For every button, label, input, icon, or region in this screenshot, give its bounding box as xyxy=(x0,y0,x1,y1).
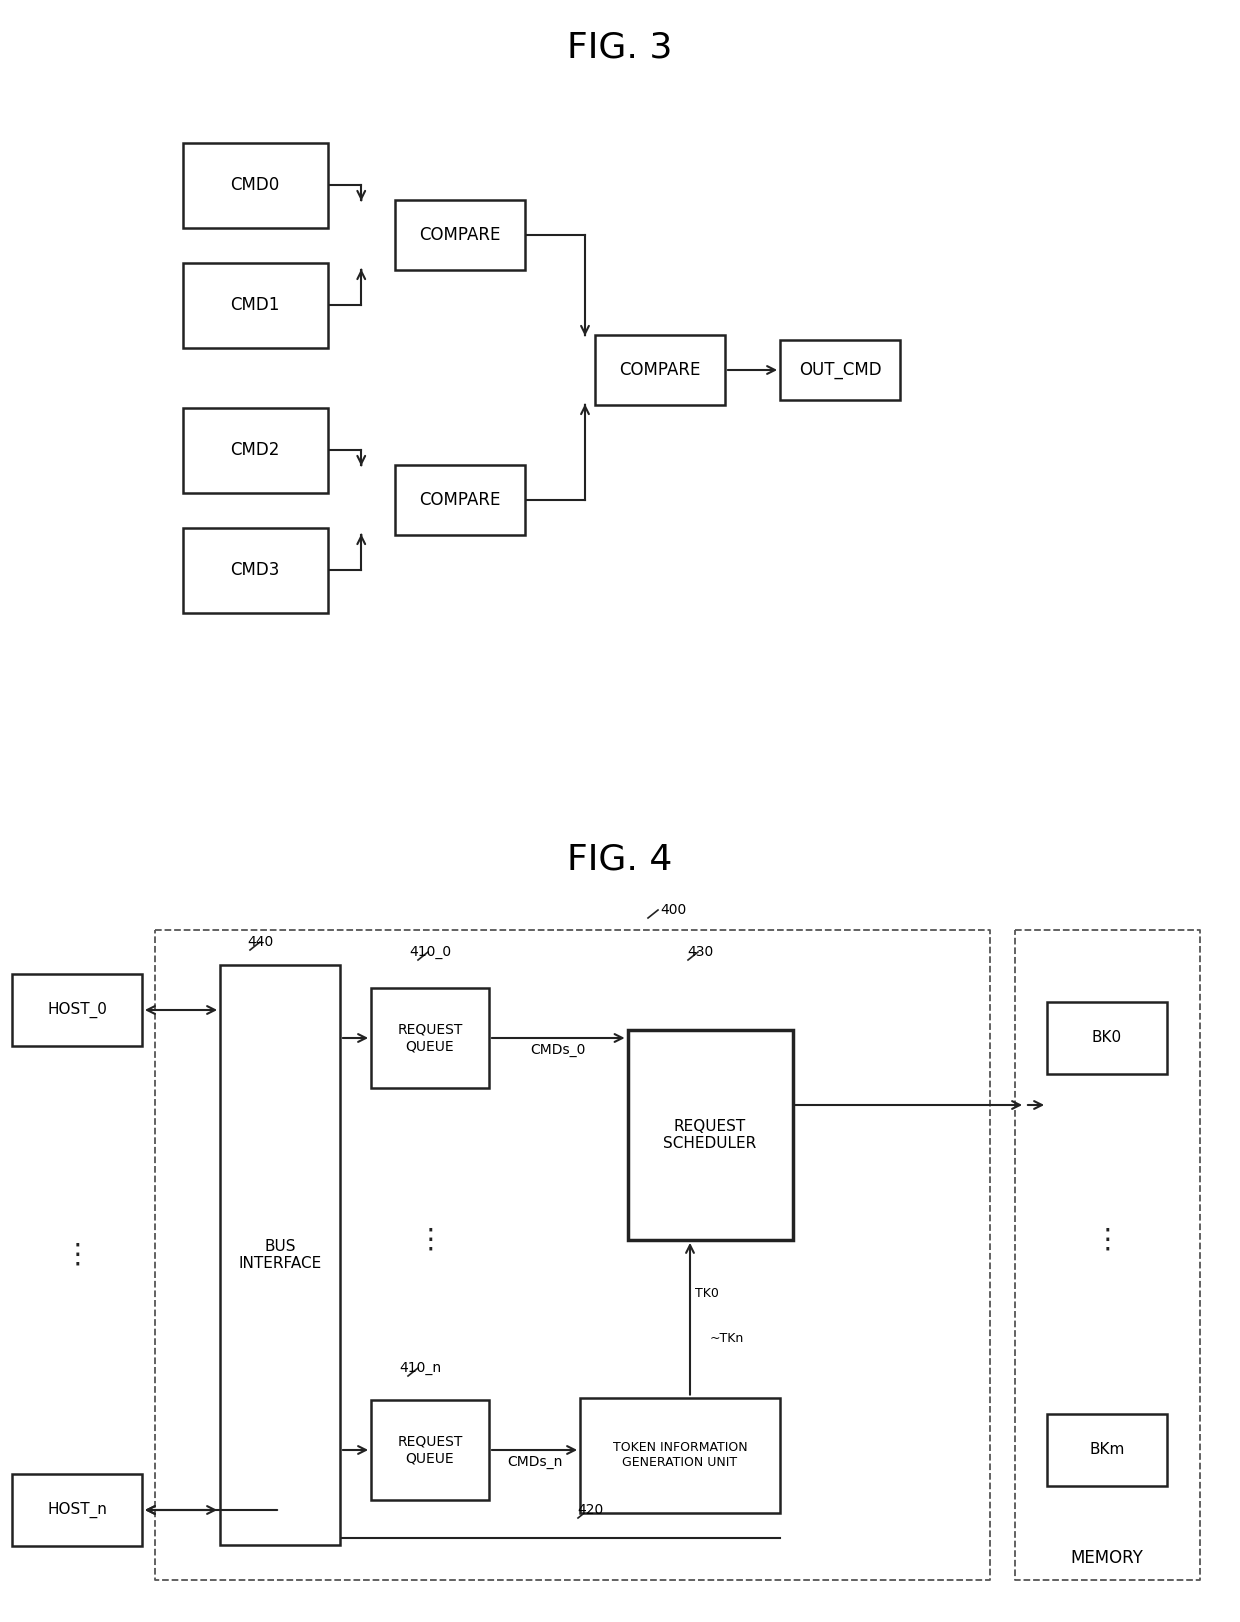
Text: BUS
INTERFACE: BUS INTERFACE xyxy=(238,1239,321,1272)
FancyBboxPatch shape xyxy=(580,1398,780,1512)
Text: CMD2: CMD2 xyxy=(231,441,280,459)
FancyBboxPatch shape xyxy=(219,965,340,1546)
Text: MEMORY: MEMORY xyxy=(1070,1549,1143,1567)
Text: CMD3: CMD3 xyxy=(231,561,280,579)
Text: REQUEST
SCHEDULER: REQUEST SCHEDULER xyxy=(663,1119,756,1152)
Text: COMPARE: COMPARE xyxy=(619,362,701,380)
Text: 400: 400 xyxy=(660,903,686,916)
Text: BK0: BK0 xyxy=(1092,1030,1122,1046)
FancyBboxPatch shape xyxy=(371,1400,489,1500)
Text: COMPARE: COMPARE xyxy=(419,491,501,509)
FancyBboxPatch shape xyxy=(627,1030,792,1239)
FancyBboxPatch shape xyxy=(1047,1414,1167,1486)
Text: 410_n: 410_n xyxy=(399,1361,441,1375)
FancyBboxPatch shape xyxy=(396,200,525,269)
Text: TOKEN INFORMATION
GENERATION UNIT: TOKEN INFORMATION GENERATION UNIT xyxy=(613,1440,748,1470)
Text: 440: 440 xyxy=(247,934,273,949)
Text: ~TKn: ~TKn xyxy=(711,1332,744,1345)
Text: ⋮: ⋮ xyxy=(63,1241,91,1268)
Text: ⋮: ⋮ xyxy=(417,1226,444,1254)
FancyBboxPatch shape xyxy=(1047,1002,1167,1074)
Text: COMPARE: COMPARE xyxy=(419,225,501,243)
Text: HOST_0: HOST_0 xyxy=(47,1002,107,1019)
Text: CMDs_0: CMDs_0 xyxy=(531,1043,587,1058)
Text: 420: 420 xyxy=(577,1504,603,1517)
Text: CMDs_n: CMDs_n xyxy=(507,1455,562,1470)
FancyBboxPatch shape xyxy=(595,336,725,406)
Text: ⋮: ⋮ xyxy=(1094,1226,1121,1254)
Text: REQUEST
QUEUE: REQUEST QUEUE xyxy=(397,1023,463,1053)
Text: OUT_CMD: OUT_CMD xyxy=(799,362,882,380)
Text: CMD0: CMD0 xyxy=(231,177,280,195)
FancyBboxPatch shape xyxy=(182,527,327,613)
FancyBboxPatch shape xyxy=(396,466,525,535)
Text: 430: 430 xyxy=(687,946,713,959)
Text: HOST_n: HOST_n xyxy=(47,1502,107,1518)
FancyBboxPatch shape xyxy=(182,143,327,227)
Text: FIG. 4: FIG. 4 xyxy=(568,843,672,878)
FancyBboxPatch shape xyxy=(182,263,327,347)
FancyBboxPatch shape xyxy=(12,1474,143,1546)
FancyBboxPatch shape xyxy=(780,341,900,401)
Text: TK0: TK0 xyxy=(694,1288,719,1301)
FancyBboxPatch shape xyxy=(12,973,143,1046)
Text: CMD1: CMD1 xyxy=(231,295,280,315)
FancyBboxPatch shape xyxy=(371,988,489,1088)
Text: FIG. 3: FIG. 3 xyxy=(568,31,672,65)
FancyBboxPatch shape xyxy=(182,407,327,493)
Text: BKm: BKm xyxy=(1089,1442,1125,1458)
Text: 410_0: 410_0 xyxy=(409,946,451,959)
Text: REQUEST
QUEUE: REQUEST QUEUE xyxy=(397,1435,463,1465)
